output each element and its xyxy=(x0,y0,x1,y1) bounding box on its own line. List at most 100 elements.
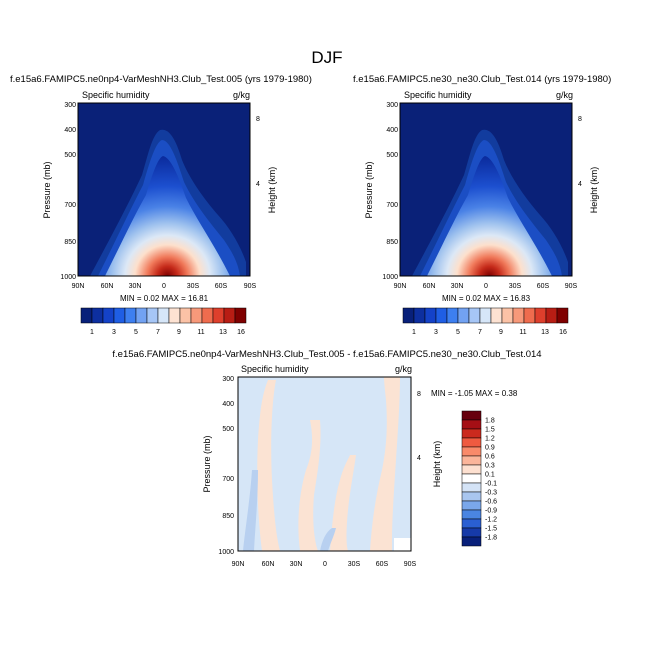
panel-2-ylabel-right: Height (km) xyxy=(589,167,599,214)
panel-3-contour-pos xyxy=(370,377,400,551)
panel-2-stats: MIN = 0.02 MAX = 16.83 xyxy=(442,294,531,303)
panel-3-contour-pos xyxy=(257,380,280,551)
panel-2-xtick: 30S xyxy=(509,283,522,290)
panel-3-cb-label: 0.9 xyxy=(485,445,495,452)
panel-1: f.e15a6.FAMIPC5.ne0np4-VarMeshNH3.Club_T… xyxy=(10,74,312,336)
panel-2-ytick: 300 xyxy=(386,102,398,109)
panel-3-cb-label: 1.2 xyxy=(485,436,495,443)
panel-1-colorbar-swatch xyxy=(168,307,181,324)
panel-1-title: f.e15a6.FAMIPC5.ne0np4-VarMeshNH3.Club_T… xyxy=(10,74,312,85)
panel-1-colorbar-swatch xyxy=(223,307,236,324)
panel-2-ytick: 400 xyxy=(386,127,398,134)
panel-1-colorbar-swatch xyxy=(201,307,214,324)
panel-3-contour-pos xyxy=(298,420,321,551)
panel-2-frame xyxy=(399,102,573,277)
panel-3-colorbar-swatch xyxy=(461,536,482,547)
panel-1-ytick: 400 xyxy=(64,127,76,134)
panel-2-cb-label: 7 xyxy=(478,329,482,336)
panel-1-ytick: 700 xyxy=(64,202,76,209)
panel-1-colorbar-swatch xyxy=(80,307,93,324)
panel-2-ytick: 700 xyxy=(386,202,398,209)
panel-3-ytick: 500 xyxy=(222,426,234,433)
panel-2-ytick: 850 xyxy=(386,239,398,246)
panel-2-xtick: 60N xyxy=(423,283,436,290)
panel-1-colorbar-swatch xyxy=(124,307,137,324)
page-title: DJF xyxy=(311,48,342,67)
panel-2-units: g/kg xyxy=(556,90,573,100)
panel-3-ytick: 300 xyxy=(222,376,234,383)
panel-3-xtick: 90S xyxy=(404,561,417,568)
panel-3-xtick: 30N xyxy=(290,561,303,568)
panel-1-colorbar-swatch xyxy=(135,307,148,324)
panel-1-ytick: 850 xyxy=(64,239,76,246)
panel-3-colorbar-swatch xyxy=(461,410,482,421)
panel-2-colorbar-swatch xyxy=(435,307,448,324)
panel-3-colorbar-swatch xyxy=(461,527,482,538)
panel-1-cb-label: 1 xyxy=(90,329,94,336)
panel-1-stats: MIN = 0.02 MAX = 16.81 xyxy=(120,294,209,303)
panel-3-colorbar-swatch xyxy=(461,428,482,439)
panel-3-colorbar-swatch xyxy=(461,419,482,430)
panel-3-ytick: 400 xyxy=(222,401,234,408)
panel-2-xtick: 60S xyxy=(537,283,550,290)
panel-3-colorbar-swatch xyxy=(461,500,482,511)
panel-2-ytick: 500 xyxy=(386,152,398,159)
panel-3-colorbar-swatch xyxy=(461,482,482,493)
panel-1-colorbar-swatch xyxy=(146,307,159,324)
panel-1-cb-label: 9 xyxy=(177,329,181,336)
panel-2-cb-label: 11 xyxy=(519,329,526,336)
panel-2-colorbar-swatch xyxy=(468,307,481,324)
panel-3-ylabel: Pressure (mb) xyxy=(202,435,212,492)
panel-1-units: g/kg xyxy=(233,90,250,100)
panel-1-cb-label: 5 xyxy=(134,329,138,336)
panel-1-cb-label: 7 xyxy=(156,329,160,336)
panel-2-cb-label: 5 xyxy=(456,329,460,336)
panel-3-contour-neg xyxy=(243,470,258,551)
panel-2-title: f.e15a6.FAMIPC5.ne30_ne30.Club_Test.014 … xyxy=(353,74,611,85)
panel-2-ytick: 1000 xyxy=(382,274,398,281)
panel-3-xtick: 60S xyxy=(376,561,389,568)
panel-2-colorbar-swatch xyxy=(545,307,558,324)
panel-2-xtick: 0 xyxy=(484,283,488,290)
panel-1-cb-label: 13 xyxy=(219,329,227,336)
panel-2-contour-core xyxy=(427,156,552,276)
panel-1-ylabel-right: Height (km) xyxy=(267,167,277,214)
panel-2-cb-label: 13 xyxy=(541,329,549,336)
panel-1-cb-label: 16 xyxy=(237,329,245,336)
panel-2-xtick: 30N xyxy=(451,283,464,290)
panel-2-ylabel: Pressure (mb) xyxy=(364,161,374,218)
panel-3-colorbar-swatch xyxy=(461,473,482,484)
panel-3-cb-label: -1.8 xyxy=(485,535,497,542)
panel-3-units: g/kg xyxy=(395,364,412,374)
panel-2-xtick: 90S xyxy=(565,283,578,290)
panel-3-cb-label: 0.3 xyxy=(485,463,495,470)
panel-1-variable: Specific humidity xyxy=(82,90,150,100)
panel-3-xtick: 30S xyxy=(348,561,361,568)
panel-2-colorbar-swatch xyxy=(479,307,492,324)
panel-1-cb-label: 11 xyxy=(197,329,204,336)
panel-1-contour-core xyxy=(105,156,230,276)
panel-1-xtick: 0 xyxy=(162,283,166,290)
panel-3-variable: Specific humidity xyxy=(241,364,309,374)
panel-1-colorbar-swatch xyxy=(190,307,203,324)
panel-2-colorbar-swatch xyxy=(402,307,415,324)
panel-3-cb-label: 0.1 xyxy=(485,472,495,479)
panel-2-ytick-right: 8 xyxy=(578,116,582,123)
panel-3-stats: MIN = -1.05 MAX = 0.38 xyxy=(431,389,518,398)
panel-3-cb-label: -1.2 xyxy=(485,517,497,524)
panel-3-cb-label: -0.1 xyxy=(485,481,497,488)
panel-3-contour-neg xyxy=(320,528,336,551)
panel-2-ytick-right: 4 xyxy=(578,181,582,188)
panel-1-xtick: 60N xyxy=(101,283,114,290)
panel-3-ytick-right: 4 xyxy=(417,455,421,462)
panel-3-colorbar-swatch xyxy=(461,455,482,466)
panel-2-cb-label: 16 xyxy=(559,329,567,336)
panel-2-colorbar-swatch xyxy=(556,307,569,324)
panel-3-xtick: 60N xyxy=(262,561,275,568)
panel-1-ytick: 500 xyxy=(64,152,76,159)
panel-2-colorbar xyxy=(402,307,569,324)
panel-2-colorbar-swatch xyxy=(457,307,470,324)
panel-3-frame xyxy=(237,376,412,552)
panel-1-colorbar-swatch xyxy=(157,307,170,324)
